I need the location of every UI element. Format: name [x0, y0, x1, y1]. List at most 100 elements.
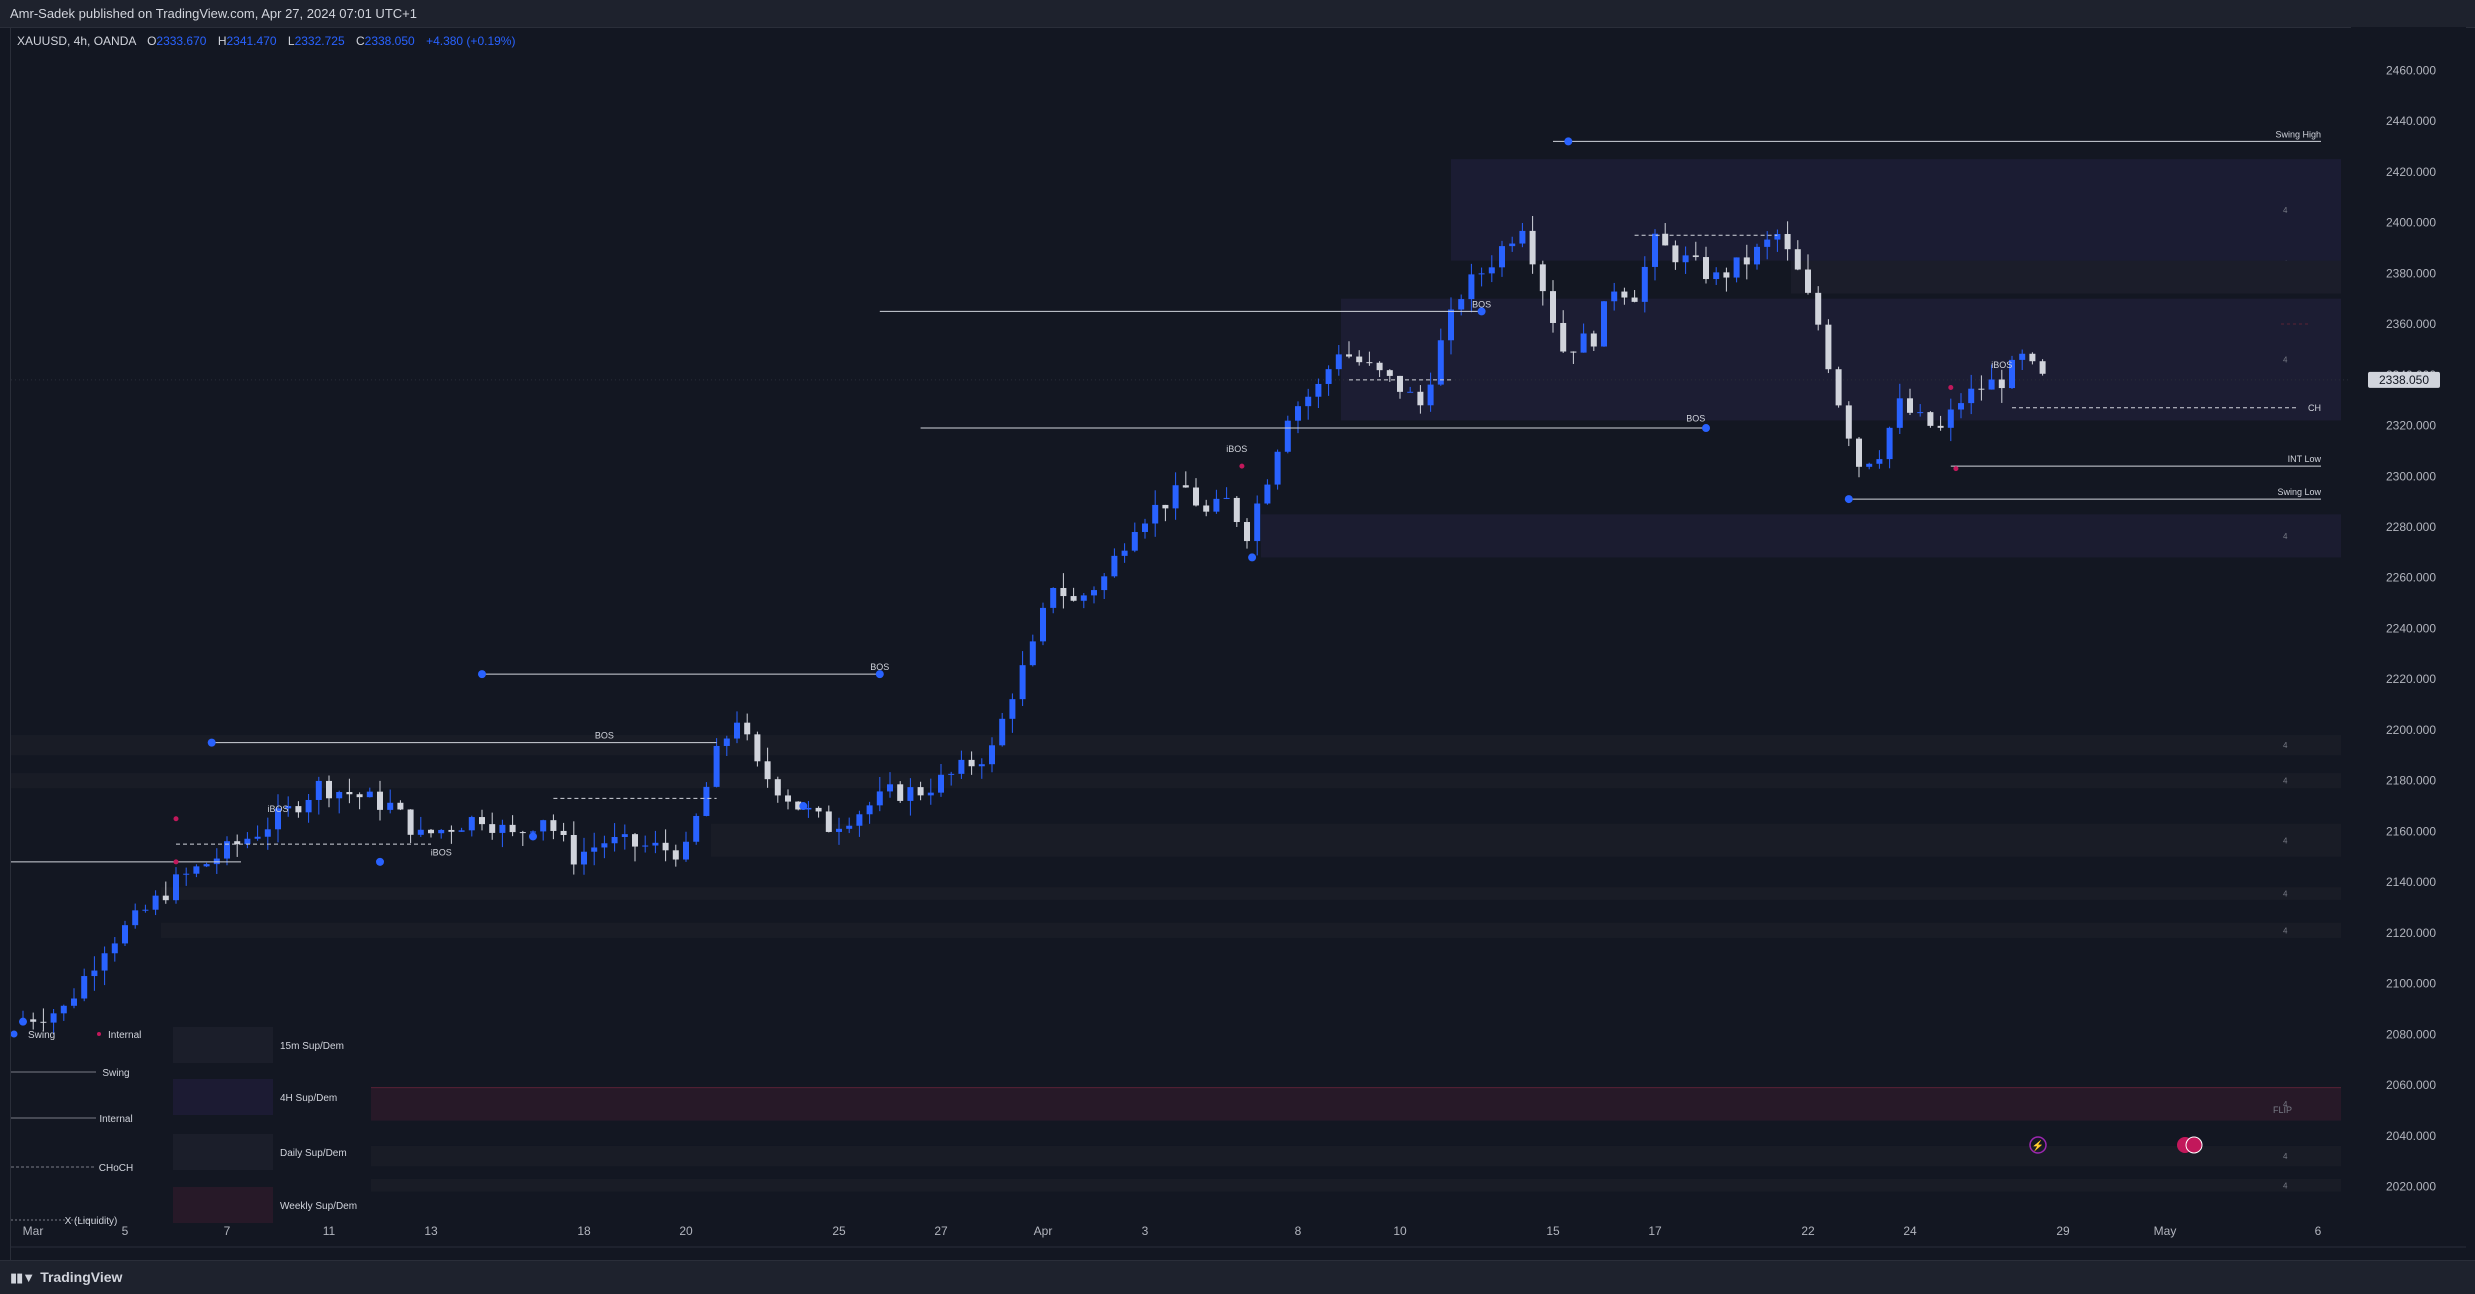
bear-candle[interactable] [1539, 264, 1546, 292]
tradingview-brand[interactable]: ▮▮▼ TradingView [10, 1269, 122, 1286]
bull-candle[interactable] [275, 808, 281, 830]
bull-candle[interactable] [1437, 340, 1444, 385]
bull-candle[interactable] [989, 745, 995, 765]
us-flag-icon-2[interactable] [2185, 1136, 2203, 1154]
bull-candle[interactable] [1754, 246, 1760, 265]
bear-candle[interactable] [764, 761, 771, 780]
bull-candle[interactable] [1988, 379, 1995, 390]
swing-point[interactable] [1844, 495, 1853, 504]
bull-candle[interactable] [887, 784, 893, 792]
bull-candle[interactable] [1131, 531, 1138, 551]
bear-candle[interactable] [815, 807, 822, 812]
bear-candle[interactable] [1182, 485, 1189, 488]
bull-candle[interactable] [1468, 274, 1475, 300]
bull-candle[interactable] [1652, 233, 1658, 267]
bull-candle[interactable] [1733, 257, 1740, 278]
bear-candle[interactable] [1672, 245, 1679, 263]
bull-candle[interactable] [305, 799, 312, 813]
bear-candle[interactable] [1417, 391, 1424, 406]
bull-candle[interactable] [734, 722, 740, 739]
bear-candle[interactable] [1529, 230, 1536, 265]
bear-candle[interactable] [1397, 375, 1403, 392]
bull-candle[interactable] [122, 925, 128, 944]
bear-candle[interactable] [570, 835, 577, 865]
bull-candle[interactable] [999, 718, 1006, 746]
bull-candle[interactable] [1488, 267, 1495, 274]
bull-candle[interactable] [652, 842, 659, 846]
bull-candle[interactable] [417, 829, 424, 835]
bull-candle[interactable] [1335, 354, 1342, 370]
swing-point[interactable] [207, 738, 216, 747]
bear-candle[interactable] [672, 850, 679, 860]
bull-candle[interactable] [1264, 484, 1271, 504]
bear-candle[interactable] [1346, 354, 1352, 357]
bull-candle[interactable] [1111, 555, 1118, 577]
bear-candle[interactable] [1244, 522, 1250, 542]
bull-candle[interactable] [723, 738, 730, 746]
bull-candle[interactable] [1152, 504, 1159, 524]
bear-candle[interactable] [795, 801, 802, 810]
bull-candle[interactable] [2009, 359, 2015, 389]
bull-candle[interactable] [1968, 388, 1975, 404]
bear-candle[interactable] [1815, 292, 1822, 325]
bull-candle[interactable] [315, 780, 322, 800]
bull-candle[interactable] [1019, 665, 1026, 700]
bull-candle[interactable] [91, 970, 98, 977]
last-price-tag[interactable] [2368, 371, 2440, 388]
bull-candle[interactable] [1305, 396, 1312, 407]
bull-candle[interactable] [1866, 463, 1873, 467]
bull-candle[interactable] [1448, 309, 1454, 341]
bull-candle[interactable] [866, 805, 873, 815]
symbol-label[interactable]: XAUUSD, 4h, OANDA [17, 34, 136, 48]
swing-point[interactable] [529, 832, 537, 841]
bear-candle[interactable] [40, 1021, 47, 1023]
bull-candle[interactable] [1478, 273, 1485, 275]
internal-point[interactable] [1948, 384, 1954, 390]
bull-candle[interactable] [1774, 234, 1781, 240]
swing-point[interactable] [376, 857, 384, 866]
bull-candle[interactable] [1896, 398, 1903, 428]
bear-candle[interactable] [1845, 405, 1852, 439]
bear-candle[interactable] [1550, 291, 1556, 323]
bull-candle[interactable] [1172, 485, 1179, 509]
swing-point[interactable] [1477, 307, 1486, 316]
bull-candle[interactable] [958, 759, 965, 774]
bear-candle[interactable] [1193, 487, 1199, 506]
bear-candle[interactable] [397, 802, 404, 810]
swing-point[interactable] [1248, 553, 1257, 562]
bull-candle[interactable] [948, 773, 955, 775]
bull-candle[interactable] [2019, 353, 2026, 360]
bull-candle[interactable] [1917, 412, 1924, 414]
bull-candle[interactable] [1499, 246, 1505, 268]
bull-candle[interactable] [101, 953, 108, 971]
bear-candle[interactable] [1856, 438, 1862, 467]
internal-point[interactable] [1953, 466, 1959, 472]
bear-candle[interactable] [1376, 362, 1383, 371]
bull-candle[interactable] [81, 976, 88, 999]
bear-candle[interactable] [2039, 361, 2046, 374]
bear-candle[interactable] [744, 722, 751, 735]
bull-candle[interactable] [1223, 497, 1230, 499]
bull-candle[interactable] [530, 831, 536, 833]
bear-candle[interactable] [1621, 291, 1628, 298]
bear-candle[interactable] [662, 842, 669, 851]
bear-candle[interactable] [1060, 588, 1067, 597]
bull-candle[interactable] [713, 745, 720, 787]
bear-candle[interactable] [1927, 412, 1934, 426]
chart-canvas[interactable]: 4444444444444FLIPBOSBOSBOSBOSiBOSiBOSiBO… [11, 27, 2466, 1260]
bull-candle[interactable] [1009, 699, 1016, 719]
bull-candle[interactable] [366, 791, 373, 798]
bear-candle[interactable] [1203, 505, 1210, 512]
bear-candle[interactable] [1794, 249, 1801, 270]
bear-candle[interactable] [407, 809, 414, 835]
bull-candle[interactable] [1325, 369, 1332, 384]
bear-candle[interactable] [754, 734, 761, 762]
bull-candle[interactable] [836, 828, 842, 832]
bull-candle[interactable] [1040, 607, 1046, 642]
bull-candle[interactable] [60, 1005, 67, 1014]
bull-candle[interactable] [1274, 451, 1281, 485]
bear-candle[interactable] [1662, 233, 1669, 246]
bull-candle[interactable] [213, 858, 220, 865]
bear-candle[interactable] [1356, 356, 1363, 363]
bear-candle[interactable] [1162, 504, 1169, 509]
